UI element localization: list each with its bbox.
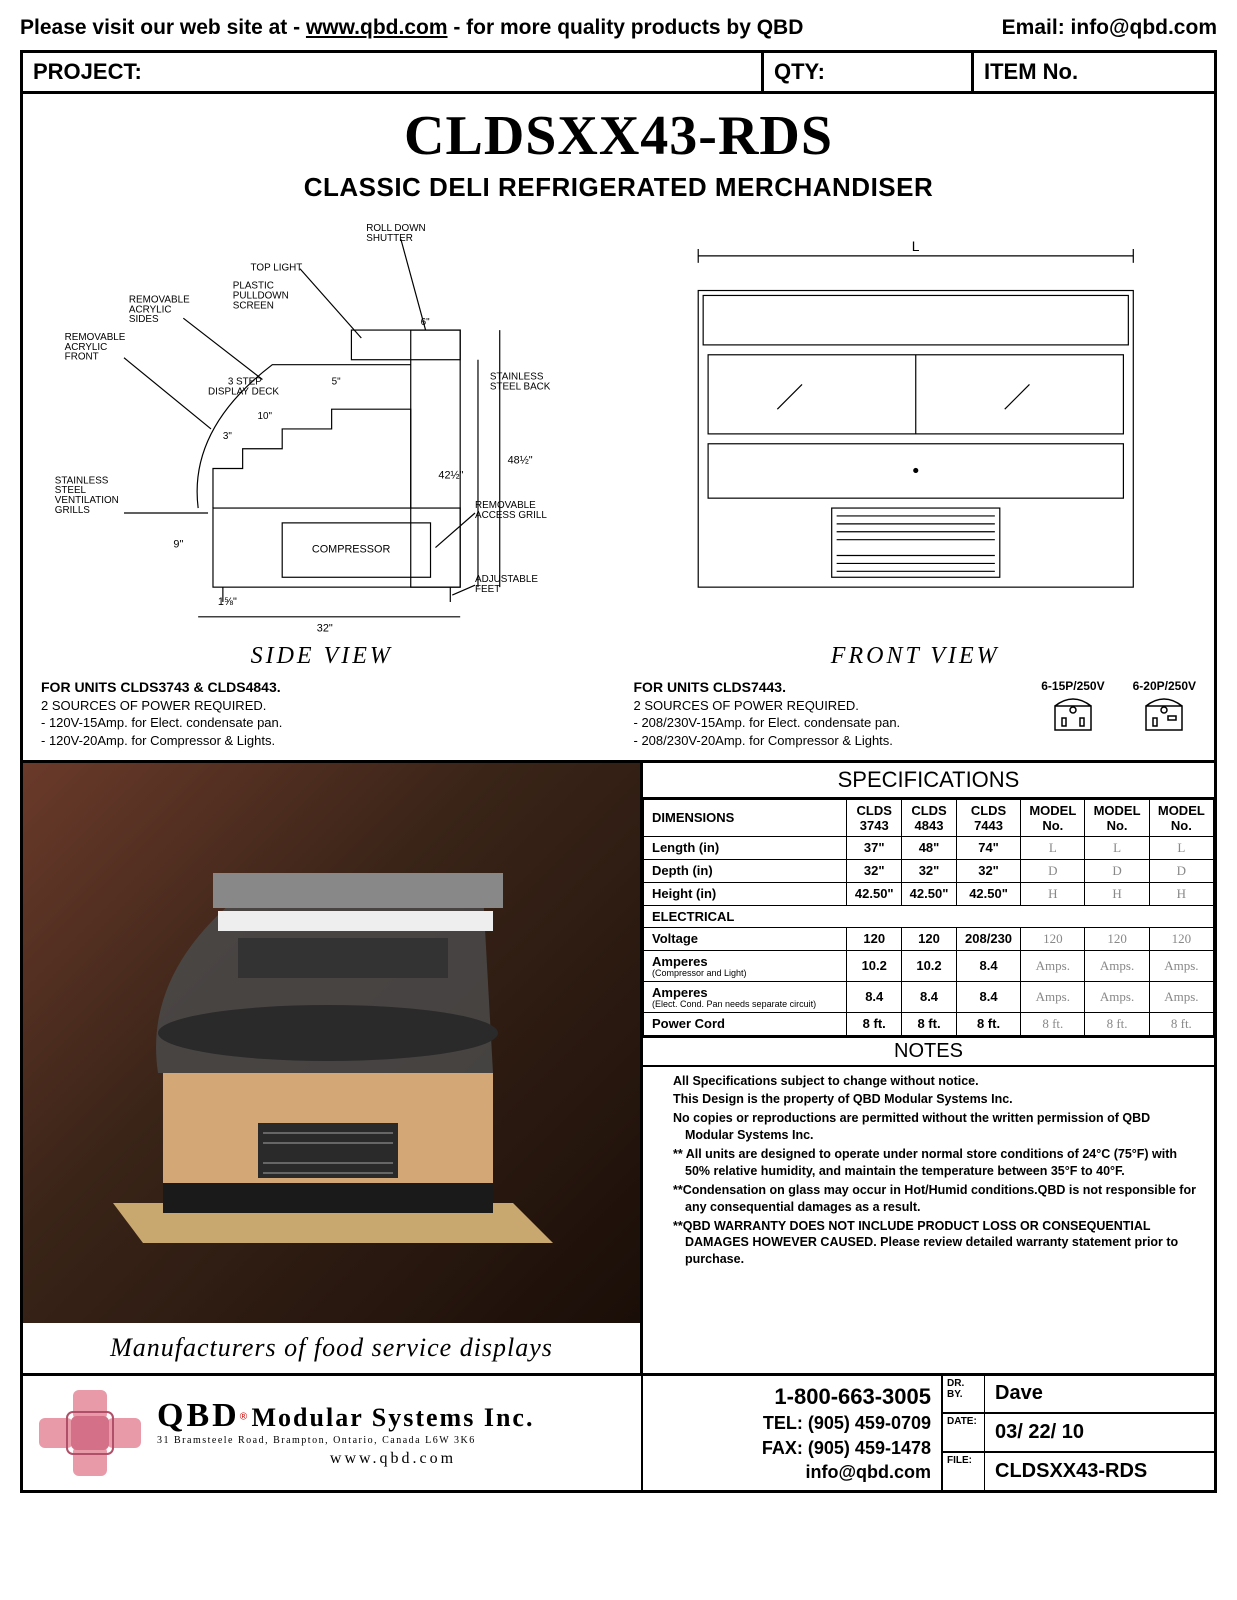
front-view-drawing: L: [629, 209, 1203, 639]
svg-text:TOP LIGHT: TOP LIGHT: [251, 263, 303, 274]
power-requirements-left: FOR UNITS CLDS3743 & CLDS4843. 2 SOURCES…: [41, 678, 604, 750]
svg-text:REMOVABLEACCESS GRILL: REMOVABLEACCESS GRILL: [475, 500, 547, 521]
qty-field: QTY:: [764, 53, 974, 91]
notes-title: NOTES: [643, 1036, 1214, 1067]
side-view-label: SIDE VIEW: [35, 643, 609, 670]
company-address: 31 Bramsteele Road, Brampton, Ontario, C…: [157, 1435, 629, 1446]
spec-table: DIMENSIONSCLDS3743CLDS4843CLDS7443MODELN…: [643, 799, 1214, 1036]
svg-text:L: L: [911, 238, 919, 254]
item-field: ITEM No.: [974, 53, 1214, 91]
front-view-label: FRONT VIEW: [629, 643, 1203, 670]
svg-text:9": 9": [173, 539, 183, 551]
qbd-logo-icon: [35, 1388, 145, 1478]
side-view-drawing: COMPRESSOR 48½" 42½": [35, 209, 609, 639]
svg-text:10": 10": [257, 411, 272, 422]
company-website: www.qbd.com: [157, 1450, 629, 1468]
svg-text:48½": 48½": [508, 455, 533, 467]
notes-body: All Specifications subject to change wit…: [643, 1067, 1214, 1281]
email-label: Email:: [1002, 16, 1071, 39]
svg-text:6": 6": [421, 317, 430, 328]
product-name: CLASSIC DELI REFRIGERATED MERCHANDISER: [23, 172, 1214, 203]
visit-suffix: - for more quality products by QBD: [448, 16, 804, 39]
top-bar: Please visit our web site at - www.qbd.c…: [20, 12, 1217, 50]
svg-text:REMOVABLEACRYLICSIDES: REMOVABLEACRYLICSIDES: [129, 294, 190, 325]
svg-text:ROLL DOWNSHUTTER: ROLL DOWNSHUTTER: [366, 223, 425, 244]
svg-text:REMOVABLEACRYLICFRONT: REMOVABLEACRYLICFRONT: [65, 332, 126, 363]
model-number: CLDSXX43-RDS: [23, 104, 1214, 168]
svg-text:5": 5": [332, 376, 341, 387]
company-logo-area: QBD® Modular Systems Inc. 31 Bramsteele …: [23, 1376, 643, 1491]
tagline: Manufacturers of food service displays: [23, 1323, 640, 1373]
email-value: info@qbd.com: [1071, 16, 1217, 39]
svg-text:STAINLESSSTEEL BACK: STAINLESSSTEEL BACK: [490, 372, 551, 393]
svg-text:1⅝": 1⅝": [218, 596, 237, 608]
product-photo: [23, 763, 640, 1323]
svg-text:3 STEPDISPLAY DECK: 3 STEPDISPLAY DECK: [208, 376, 279, 397]
svg-text:3": 3": [223, 431, 232, 442]
svg-text:STAINLESSSTEELVENTILATIONGRILL: STAINLESSSTEELVENTILATIONGRILLS: [55, 475, 119, 516]
power-requirements-right: 6-15P/250V 6-20P/250V FOR UNITS CLDS7443…: [634, 678, 1197, 750]
svg-text:42½": 42½": [438, 469, 463, 481]
brand-name: QBD: [157, 1397, 240, 1434]
contact-info: 1-800-663-3005 TEL: (905) 459-0709 FAX: …: [643, 1376, 943, 1491]
visit-text: Please visit our web site at -: [20, 16, 306, 39]
spec-title: SPECIFICATIONS: [643, 763, 1214, 799]
company-name: Modular Systems Inc.: [252, 1403, 535, 1432]
project-field: PROJECT:: [23, 53, 764, 91]
svg-text:PLASTICPULLDOWNSCREEN: PLASTICPULLDOWNSCREEN: [233, 281, 289, 312]
svg-text:COMPRESSOR: COMPRESSOR: [312, 544, 391, 556]
drawing-meta: DR. BY.Dave DATE:03/ 22/ 10 FILE:CLDSXX4…: [943, 1376, 1214, 1491]
svg-text:ADJUSTABLEFEET: ADJUSTABLEFEET: [475, 574, 538, 595]
spec-sheet: PROJECT: QTY: ITEM No. CLDSXX43-RDS CLAS…: [20, 50, 1217, 1493]
svg-text:32": 32": [317, 623, 333, 635]
website-url: www.qbd.com: [306, 16, 448, 39]
